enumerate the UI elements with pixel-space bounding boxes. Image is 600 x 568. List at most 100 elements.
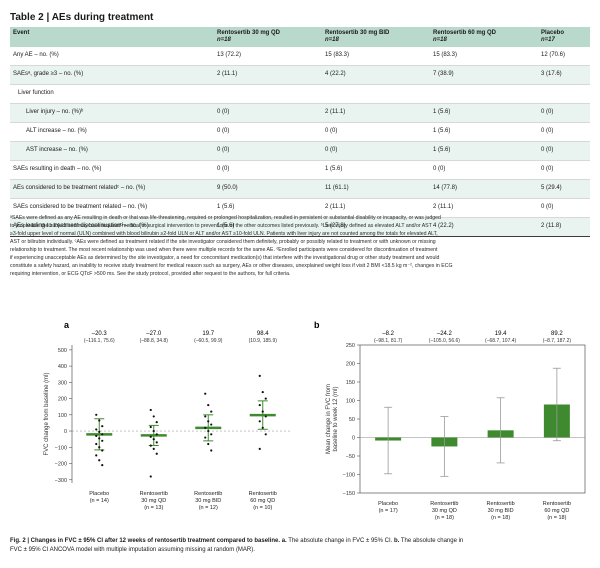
table-cell: 15 (83.3) bbox=[322, 46, 430, 66]
x-tick-label: Placebo bbox=[89, 491, 109, 497]
ci-label: (–105.0, 56.6) bbox=[429, 338, 460, 344]
y-tick-label: −300 bbox=[55, 478, 67, 484]
table-cell: 0 (0) bbox=[538, 122, 590, 142]
table-cell: 7 (38.9) bbox=[430, 65, 538, 85]
row-label: ALT increase – no. (%) bbox=[10, 122, 214, 142]
data-point bbox=[152, 415, 155, 418]
header-label: Rentosertib 30 mg QD bbox=[217, 30, 281, 36]
row-label: Liver injury – no. (%)ᵇ bbox=[10, 103, 214, 123]
y-tick-label: 300 bbox=[58, 380, 67, 386]
x-tick-label: (n = 18) bbox=[435, 515, 454, 521]
table-cell: 5 (29.4) bbox=[538, 179, 590, 199]
data-point bbox=[261, 426, 264, 429]
footnote-line: to jeopardize the subject and may have r… bbox=[10, 223, 432, 230]
table-row: Liver injury – no. (%)ᵇ 0 (0) 2 (11.1) 1… bbox=[10, 103, 590, 123]
y-tick-label: 200 bbox=[58, 397, 67, 403]
row-label: SAEsᵃ, grade ≥3 – no. (%) bbox=[10, 65, 214, 85]
x-tick-label: (n = 18) bbox=[547, 515, 566, 521]
data-point bbox=[149, 475, 152, 478]
footnote-line: if experiencing unacceptable AEs as dete… bbox=[10, 255, 440, 262]
data-point bbox=[101, 433, 104, 436]
header-placebo: Placebo n=17 bbox=[538, 27, 590, 47]
header-label: Placebo bbox=[541, 30, 565, 36]
data-point bbox=[210, 449, 213, 452]
footnote-line: AST or bilirubin individually. ᶜAEs were… bbox=[10, 239, 436, 246]
data-point bbox=[98, 446, 101, 449]
table-cell: 0 (0) bbox=[538, 103, 590, 123]
data-point bbox=[101, 425, 104, 428]
data-point bbox=[95, 428, 98, 431]
table-cell bbox=[430, 84, 538, 104]
table-cell: 0 (0) bbox=[214, 122, 322, 142]
ci-label: (–8.7, 187.2) bbox=[543, 338, 572, 344]
x-tick-label: Rentosertib bbox=[487, 501, 515, 507]
table-cell: 2 (11.1) bbox=[430, 198, 538, 218]
table-cell: 11 (61.1) bbox=[322, 179, 430, 199]
footnote-line: ᵃSAEs were defined as any AE resulting i… bbox=[10, 215, 441, 221]
header-60qd: Rentosertib 60 mg QD n=18 bbox=[430, 27, 538, 47]
mean-label: 89.2 bbox=[551, 331, 563, 337]
x-tick-label: Rentosertib bbox=[194, 491, 222, 497]
header-event: Event bbox=[10, 27, 214, 47]
table-cell bbox=[214, 84, 322, 104]
data-point bbox=[152, 429, 155, 433]
y-tick-label: 500 bbox=[58, 348, 67, 354]
header-30qd: Rentosertib 30 mg QD n=18 bbox=[214, 27, 322, 47]
data-point bbox=[258, 447, 261, 451]
x-tick-label: Rentosertib bbox=[140, 491, 168, 497]
header-label: Event bbox=[13, 30, 30, 36]
data-point bbox=[207, 420, 210, 423]
data-point bbox=[155, 452, 158, 455]
row-label: Liver function bbox=[10, 84, 214, 104]
data-point bbox=[101, 464, 104, 467]
caption-b-letter: b. bbox=[393, 538, 400, 544]
data-point bbox=[204, 436, 207, 439]
x-tick-label: (n = 10) bbox=[253, 505, 272, 511]
table-cell: 0 (0) bbox=[322, 141, 430, 161]
caption-b-text: The absolute change in bbox=[399, 538, 464, 544]
table-cell: 1 (5.6) bbox=[214, 217, 322, 237]
ci-label: (–98.1, 81.7) bbox=[374, 338, 403, 344]
data-point bbox=[261, 390, 264, 394]
panel-letter: a bbox=[64, 320, 70, 330]
data-point bbox=[98, 430, 101, 433]
table-cell: 4 (22.2) bbox=[322, 65, 430, 85]
chart-a: a 500 400 300 200 100 0 −100 −200 −300 FVC change … bbox=[44, 320, 290, 511]
table-cell: 1 (5.6) bbox=[430, 141, 538, 161]
x-tick-label: 60 mg QD bbox=[544, 508, 569, 514]
y-tick-label: 0 bbox=[64, 429, 67, 435]
mean-label: –8.2 bbox=[382, 331, 394, 337]
y-tick-label: 100 bbox=[346, 399, 355, 405]
header-label: Rentosertib 60 mg QD bbox=[433, 30, 497, 36]
table-cell: 0 (0) bbox=[214, 141, 322, 161]
data-point bbox=[264, 397, 267, 400]
row-label: AEs considered to be treatment relatedᶜ … bbox=[10, 179, 214, 199]
data-point bbox=[149, 425, 152, 429]
y-tick-label: 400 bbox=[58, 364, 67, 370]
row-label: Any AE – no. (%) bbox=[10, 46, 214, 66]
table-footnote: ᵃSAEs were defined as any AE resulting i… bbox=[10, 214, 588, 279]
y-tick-label: −50 bbox=[346, 454, 355, 460]
panel-letter: b bbox=[314, 320, 320, 330]
header-n: n=17 bbox=[541, 36, 555, 43]
table-row: AEs considered to be treatment relatedᶜ … bbox=[10, 179, 590, 199]
y-tick-label: −200 bbox=[55, 462, 67, 468]
data-point bbox=[149, 444, 152, 447]
data-point bbox=[155, 433, 158, 436]
data-point bbox=[258, 403, 261, 407]
data-point bbox=[98, 419, 101, 422]
x-tick-label: (n = 17) bbox=[379, 508, 398, 514]
data-point bbox=[264, 415, 267, 418]
data-point bbox=[149, 408, 152, 412]
data-point bbox=[98, 459, 101, 462]
data-point bbox=[210, 410, 213, 413]
data-point bbox=[95, 442, 98, 446]
y-tick-label: 150 bbox=[346, 380, 355, 386]
data-point bbox=[207, 403, 210, 407]
y-tick-label: −100 bbox=[55, 445, 67, 451]
table-cell: 2 (11.8) bbox=[538, 217, 590, 237]
data-point bbox=[204, 415, 207, 418]
y-axis-label: FVC change from baseline (ml) bbox=[44, 372, 50, 455]
row-label: SAEs considered to be treatment related … bbox=[10, 198, 214, 218]
data-point bbox=[264, 433, 267, 436]
